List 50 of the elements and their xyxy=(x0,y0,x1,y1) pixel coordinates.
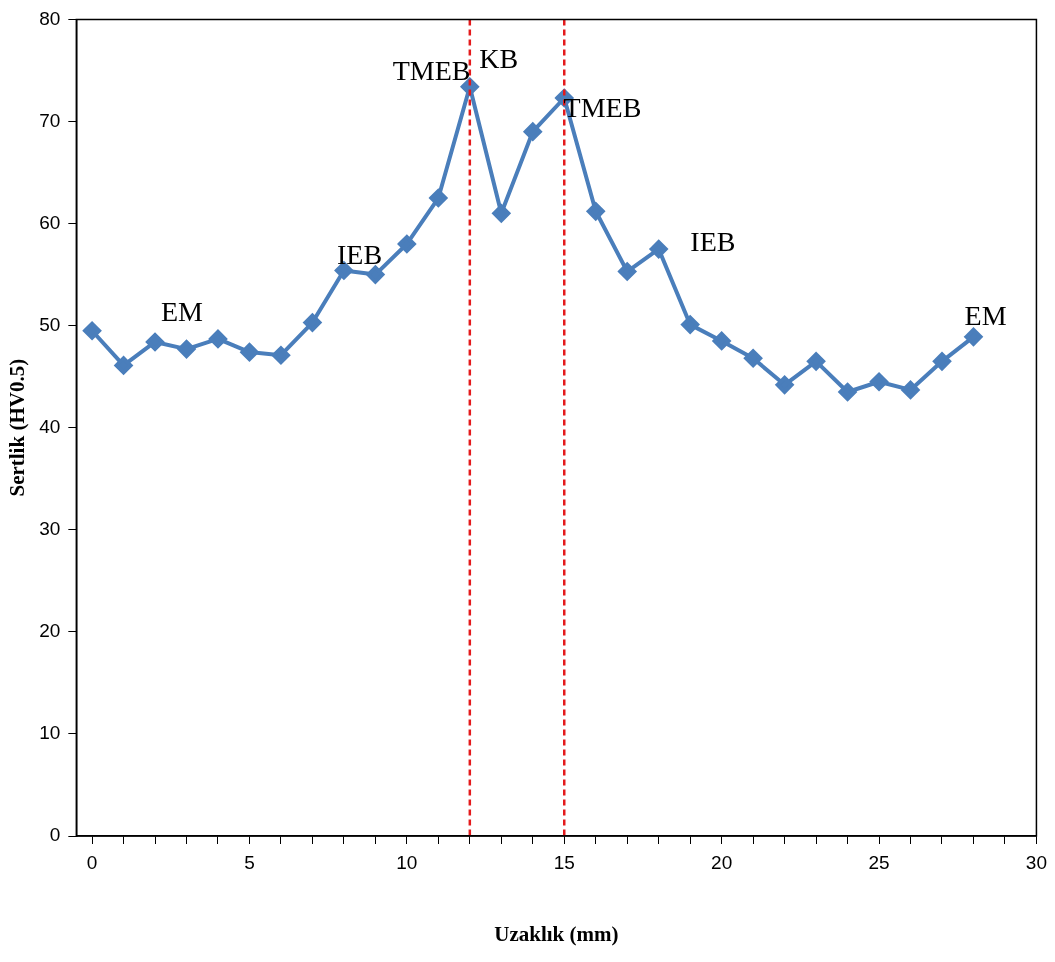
annotation: KB xyxy=(479,42,519,74)
point xyxy=(681,315,700,334)
x-axis-title: Uzaklık (mm) xyxy=(494,921,619,946)
point xyxy=(712,331,731,350)
y-tick-label: 50 xyxy=(39,313,61,335)
y-tick-label: 80 xyxy=(39,7,61,29)
annotation: TMEB xyxy=(392,54,471,86)
point xyxy=(114,356,133,375)
x-tick-label: 0 xyxy=(86,851,98,873)
point xyxy=(271,346,290,365)
point xyxy=(523,122,542,141)
y-tick-label: 0 xyxy=(49,824,61,846)
annotation: EM xyxy=(964,299,1007,331)
point xyxy=(870,372,889,391)
point xyxy=(83,321,102,340)
y-tick-label: 30 xyxy=(39,518,61,540)
point xyxy=(492,204,511,223)
point xyxy=(586,202,605,221)
annotation: IEB xyxy=(690,226,736,258)
y-tick-label: 60 xyxy=(39,211,61,233)
annotation: IEB xyxy=(337,238,383,270)
y-tick-label: 20 xyxy=(39,620,61,642)
point xyxy=(744,349,763,368)
annotation: EM xyxy=(160,295,204,327)
y-axis-title: Sertlik (HV0.5) xyxy=(5,358,30,497)
point xyxy=(964,327,983,346)
point xyxy=(775,375,794,394)
point xyxy=(303,313,322,332)
point xyxy=(901,380,920,399)
point xyxy=(429,189,448,208)
x-tick-label: 10 xyxy=(396,851,418,873)
point xyxy=(177,340,196,359)
x-tick-label: 30 xyxy=(1025,851,1047,873)
point xyxy=(146,332,165,351)
point xyxy=(933,352,951,371)
x-tick-label: 20 xyxy=(711,851,733,873)
y-tick-label: 40 xyxy=(39,415,61,437)
point xyxy=(649,240,668,259)
point xyxy=(397,234,416,253)
x-tick-label: 5 xyxy=(244,851,255,873)
point xyxy=(366,265,385,284)
y-tick-label: 10 xyxy=(39,722,61,744)
point xyxy=(208,329,227,348)
point xyxy=(240,343,259,362)
x-tick-label: 15 xyxy=(553,851,575,873)
y-tick-label: 70 xyxy=(39,109,61,131)
point xyxy=(807,352,826,371)
point xyxy=(838,382,857,401)
point xyxy=(618,262,637,281)
x-tick-label: 25 xyxy=(868,851,890,873)
